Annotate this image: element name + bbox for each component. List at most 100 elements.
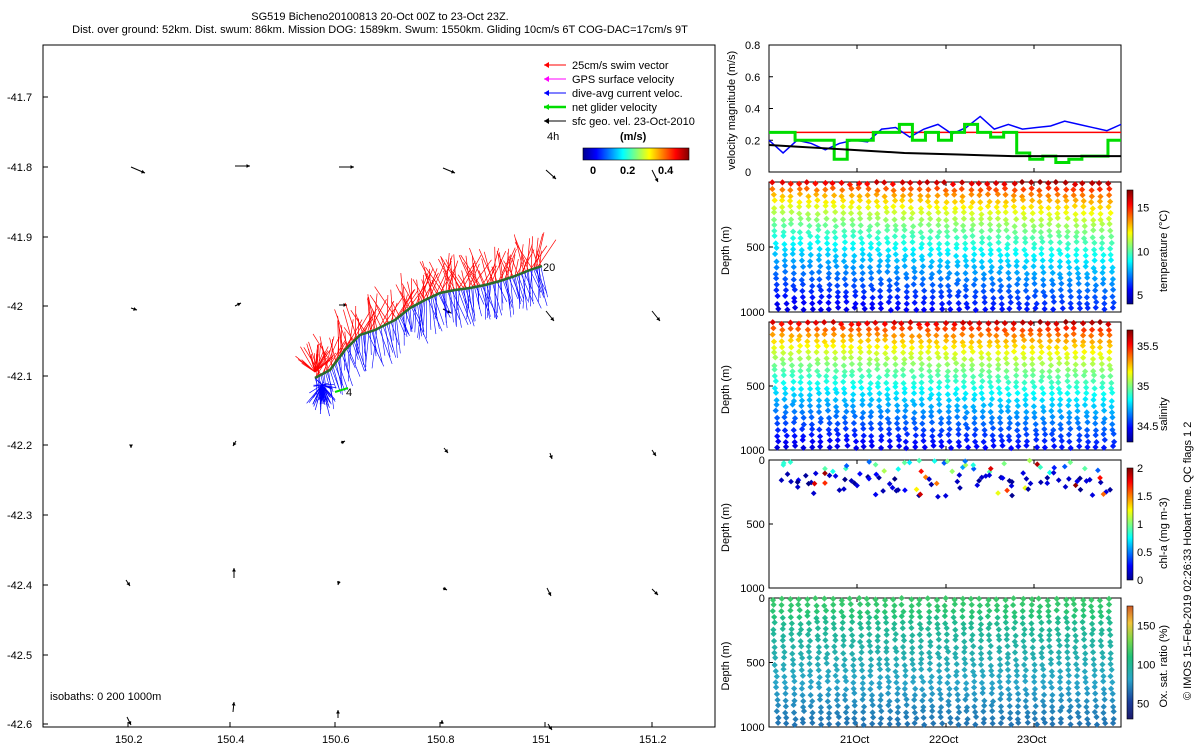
data-point <box>1106 342 1113 349</box>
data-point <box>877 425 884 433</box>
data-point <box>909 644 916 652</box>
data-point <box>979 668 986 675</box>
data-point <box>1058 293 1065 300</box>
data-point <box>830 325 837 333</box>
data-point <box>1021 215 1028 222</box>
data-point <box>963 262 970 270</box>
data-point <box>840 650 847 657</box>
data-point <box>979 685 987 692</box>
data-point <box>833 367 840 375</box>
data-point <box>1036 187 1043 194</box>
data-point <box>1038 222 1045 229</box>
current-vector <box>361 334 364 365</box>
time-tick-label: 21Oct <box>840 734 869 746</box>
data-point <box>822 186 829 193</box>
data-point <box>1027 330 1034 338</box>
data-point <box>833 413 840 420</box>
data-point <box>1106 348 1113 355</box>
data-point <box>860 443 867 450</box>
data-point <box>1080 326 1087 334</box>
data-point <box>1049 281 1057 288</box>
data-point <box>960 348 967 356</box>
data-point <box>1106 331 1113 339</box>
data-point <box>920 408 927 415</box>
data-point <box>901 360 908 367</box>
data-point <box>1012 642 1020 649</box>
data-point <box>890 203 897 210</box>
swim-vector <box>397 289 416 318</box>
data-point <box>838 179 845 187</box>
data-point <box>971 690 978 698</box>
swim-vector <box>503 260 514 277</box>
data-point <box>806 262 814 270</box>
data-point <box>909 632 916 639</box>
isobaths-label: isobaths: 0 200 1000m <box>50 691 161 703</box>
data-point <box>1062 344 1069 352</box>
data-point <box>944 240 951 247</box>
data-point <box>900 343 907 350</box>
data-point <box>860 691 867 698</box>
data-point <box>867 686 874 693</box>
data-point <box>926 654 934 661</box>
data-point <box>781 414 788 421</box>
data-point <box>1100 264 1107 271</box>
data-point <box>952 377 960 385</box>
swim-vector <box>497 254 502 281</box>
data-point <box>799 719 807 726</box>
data-point <box>1021 361 1028 368</box>
data-point <box>826 437 833 444</box>
data-point <box>1015 432 1022 440</box>
data-point <box>910 281 917 288</box>
data-point <box>960 325 967 332</box>
data-point <box>813 191 820 198</box>
data-point <box>1092 690 1099 697</box>
data-point <box>804 631 812 638</box>
data-point <box>842 425 849 432</box>
swim-vector <box>401 283 415 306</box>
data-point <box>773 673 780 680</box>
data-point <box>806 385 814 392</box>
data-point <box>1053 344 1060 351</box>
data-point <box>1021 661 1028 669</box>
data-point <box>850 679 857 686</box>
data-point <box>859 401 866 408</box>
data-point <box>886 437 893 445</box>
data-point <box>978 239 986 246</box>
data-point <box>1004 257 1011 265</box>
data-point <box>1107 486 1113 493</box>
swim-vector <box>522 243 533 274</box>
data-point <box>804 342 811 349</box>
data-point <box>1088 326 1096 333</box>
data-point <box>933 198 940 206</box>
data-point <box>912 685 919 692</box>
data-point <box>970 684 978 691</box>
data-point <box>1090 661 1097 668</box>
data-point <box>1065 402 1072 409</box>
data-point <box>874 246 881 253</box>
data-point <box>925 186 932 193</box>
data-point <box>937 275 944 282</box>
data-point <box>868 396 875 403</box>
data-point <box>1054 204 1062 211</box>
data-point <box>1096 597 1103 604</box>
data-point <box>1029 349 1036 356</box>
data-point <box>968 180 975 187</box>
data-point <box>927 373 934 380</box>
data-point <box>978 258 985 265</box>
data-point <box>873 356 880 363</box>
data-point <box>1019 600 1026 608</box>
data-point <box>961 672 969 680</box>
data-point <box>825 686 832 693</box>
data-point <box>885 252 892 260</box>
data-point <box>873 350 880 357</box>
data-point <box>979 672 987 679</box>
data-point <box>980 438 987 445</box>
data-point <box>980 719 987 726</box>
data-point <box>977 650 985 657</box>
data-point <box>1101 715 1108 723</box>
data-point <box>937 695 945 703</box>
data-point <box>781 385 789 392</box>
data-point <box>917 491 924 498</box>
data-point <box>1003 625 1010 632</box>
data-point <box>839 216 847 223</box>
